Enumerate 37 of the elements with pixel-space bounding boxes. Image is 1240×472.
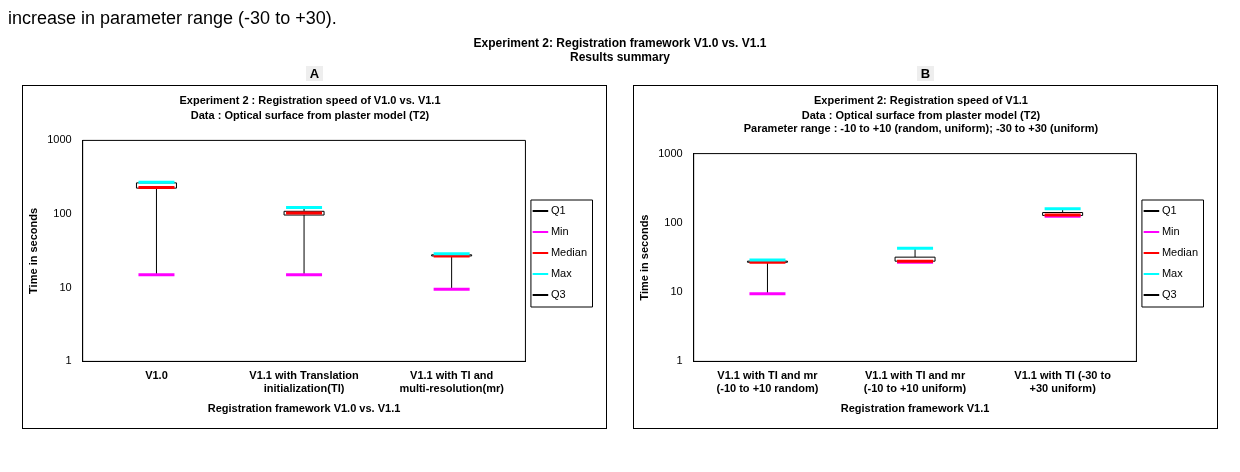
y-tick-label: 1000 (658, 146, 683, 159)
legend-label: Median (1161, 246, 1198, 259)
chart-subtitle: Data : Optical surface from plaster model (T2) Parameter range : -10 to +10 (random, uniform); -30 to +30 (uniform) (743, 108, 1099, 135)
legend-label: Q3 (1161, 288, 1177, 301)
y-tick-label: 100 (53, 207, 72, 220)
y-tick-label: 1000 (47, 133, 72, 146)
x-axis-title: Registration framework V1.0 vs. V1.1 (207, 402, 401, 415)
legend-label: Max (550, 267, 573, 280)
chart-subtitle: Data : Optical surface from plaster model (T2) (190, 108, 430, 121)
text: A (305, 66, 324, 81)
chart-title: Experiment 2: Registration speed of V1.1 (814, 93, 1028, 106)
text: increase in parameter range (-30 to +30). (8, 8, 338, 28)
text: B (916, 66, 935, 81)
x-tick-label: V1.1 with TI (-30 to +30 uniform) (1014, 369, 1112, 395)
x-tick-label: V1.1 with TI and mr (-10 to +10 uniform) (863, 369, 967, 395)
y-tick-label: 10 (59, 280, 72, 293)
x-axis-title: Registration framework V1.1 (840, 402, 990, 415)
y-tick-label: 100 (664, 215, 683, 228)
legend-label: Q1 (550, 204, 566, 217)
text: Results summary (568, 50, 671, 64)
y-tick-label: 1 (676, 354, 683, 367)
x-tick-label: V1.1 with Translation initialization(TI) (249, 369, 360, 395)
legend-label: Max (1161, 267, 1184, 280)
y-axis-title: Time in seconds (26, 207, 39, 294)
legend-label: Q3 (550, 288, 566, 301)
y-tick-label: 10 (670, 285, 683, 298)
x-tick-label: V1.0 (145, 369, 168, 382)
x-tick-label: V1.1 with TI and mr (-10 to +10 random) (716, 369, 819, 395)
text: Experiment 2: Registration framework V1.0 vs. V1.1 (472, 36, 768, 50)
y-tick-label: 1 (65, 354, 72, 367)
chart-title: Experiment 2 : Registration speed of V1.0 vs. V1.1 (179, 93, 441, 106)
legend-label: Q1 (1161, 204, 1177, 217)
legend-label: Min (1161, 225, 1180, 238)
legend-label: Min (550, 225, 569, 238)
legend-label: Median (550, 246, 587, 259)
y-axis-title: Time in seconds (637, 214, 650, 301)
x-tick-label: V1.1 with TI and multi-resolution(mr) (399, 369, 505, 395)
